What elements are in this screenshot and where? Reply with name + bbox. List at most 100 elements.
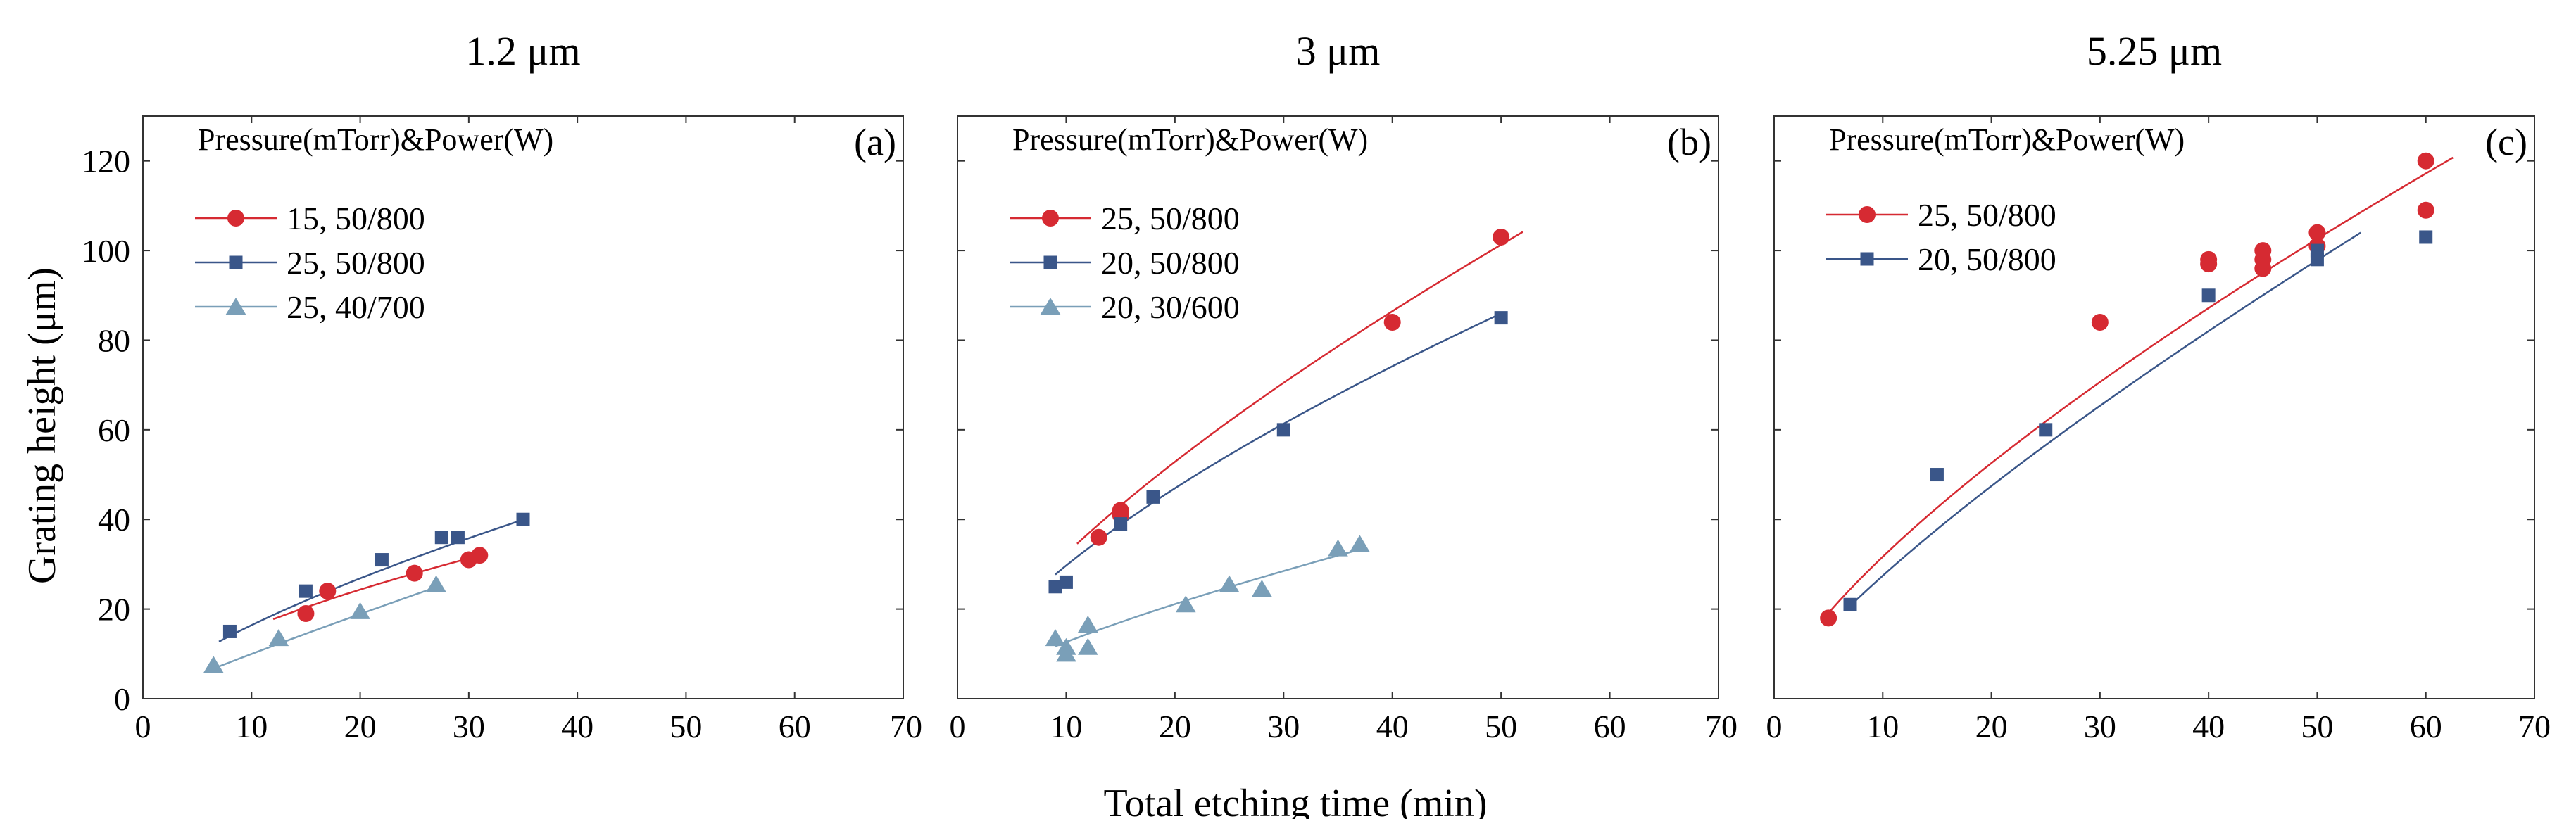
legend-label: 20, 50/800: [1918, 241, 2056, 277]
legend-title: Pressure(mTorr)&Power(W): [1829, 122, 2185, 157]
x-tick-label: 50: [2301, 709, 2333, 744]
panel-label: (a): [854, 121, 896, 163]
data-point-series-2: [1494, 311, 1508, 325]
legend-marker: [1860, 252, 1874, 266]
y-tick-label: 120: [82, 144, 130, 179]
x-tick-label: 40: [561, 709, 593, 744]
data-point-series-2: [434, 531, 448, 545]
fit-curve-3: [1055, 548, 1360, 647]
data-point-series-1: [1112, 502, 1129, 519]
data-point-series-2: [516, 512, 530, 526]
x-tick-label: 30: [1267, 709, 1300, 744]
panel-label: (b): [1667, 121, 1711, 163]
x-tick-label: 60: [779, 709, 811, 744]
data-point-series-2: [1930, 468, 1944, 482]
data-point-series-2: [1146, 490, 1160, 504]
legend-label: 25, 40/700: [287, 289, 425, 325]
legend-label: 25, 50/800: [287, 245, 425, 281]
fit-curve-2: [218, 519, 524, 643]
legend-title: Pressure(mTorr)&Power(W): [198, 122, 553, 157]
data-point-series-1: [471, 547, 489, 564]
y-tick-label: 80: [98, 322, 130, 358]
data-point-series-3: [426, 575, 446, 592]
legend-marker: [227, 210, 244, 227]
x-tick-label: 10: [235, 709, 268, 744]
data-point-series-2: [1048, 580, 1062, 594]
fit-curve-2: [1055, 312, 1502, 576]
data-point-series-3: [1176, 595, 1196, 613]
panel-b: 3 μm (b) 0 10 20 30 40 50 60 70 Pressure(mTorr)&Po…: [950, 28, 1738, 744]
x-tick-label: 30: [2084, 709, 2116, 744]
panel-label: (c): [2485, 121, 2527, 163]
data-point-series-3: [1219, 575, 1240, 592]
x-tick-label: 10: [1050, 709, 1082, 744]
plot-frame: [1773, 115, 2535, 699]
x-tick-label: 70: [890, 709, 922, 744]
x-tick-label: 0: [950, 709, 966, 744]
x-tick-label: 40: [2192, 709, 2225, 744]
fit-curve-2: [1849, 231, 2361, 607]
x-tick-label: 10: [1866, 709, 1899, 744]
data-point-series-1: [406, 564, 423, 582]
x-tick-label: 40: [1376, 709, 1409, 744]
legend-marker: [1042, 210, 1059, 227]
data-point-series-3: [268, 629, 289, 647]
x-tick-label: 30: [453, 709, 485, 744]
fit-curve-1: [1828, 156, 2454, 614]
data-point-series-3: [350, 602, 370, 619]
legend-marker: [1043, 255, 1057, 269]
data-point-series-1: [319, 583, 337, 600]
data-point-series-3: [1328, 539, 1348, 557]
y-tick-label: 0: [114, 681, 130, 717]
fit-curve-3: [213, 586, 437, 670]
x-tick-label: 50: [670, 709, 702, 744]
data-point-series-2: [1276, 423, 1290, 437]
y-tick-label: 60: [98, 412, 130, 448]
panel-c: 5.25 μm (c) 0 10 20 30 40 50 60 70 Pressure(mTorr)…: [1766, 28, 2551, 744]
data-point-series-3: [203, 656, 224, 673]
y-tick-label: 100: [82, 233, 130, 269]
data-point-series-1: [2417, 152, 2434, 170]
plot-frame: [142, 115, 904, 699]
x-tick-label: 20: [344, 709, 377, 744]
data-point-series-1: [2091, 313, 2109, 331]
y-tick-label: 40: [98, 502, 130, 538]
x-tick-label: 50: [1485, 709, 1517, 744]
data-point-series-2: [1114, 517, 1128, 531]
data-point-series-3: [1350, 535, 1370, 552]
x-tick-label: 0: [1766, 709, 1783, 744]
panel-a: 1.2 μm (a) 0 10 20 30 40 50 60 70 0 20 40 60 80 100 120 P…: [82, 28, 922, 744]
x-tick-label: 20: [1159, 709, 1191, 744]
data-point-series-2: [2201, 288, 2216, 303]
panel-title: 3 μm: [1296, 28, 1381, 74]
x-tick-label: 60: [1594, 709, 1626, 744]
data-point-series-1: [2200, 250, 2218, 268]
data-point-series-1: [2417, 201, 2434, 219]
fit-curve-1: [1076, 231, 1523, 545]
legend-marker: [225, 298, 246, 315]
data-point-series-2: [1059, 575, 1073, 589]
y-tick-label: 20: [98, 592, 130, 628]
legend-label: 25, 50/800: [1918, 197, 2056, 233]
x-tick-label: 20: [1975, 709, 2008, 744]
x-tick-label: 70: [1705, 709, 1738, 744]
data-point-series-2: [1843, 597, 1857, 611]
legend-label: 20, 50/800: [1101, 245, 1240, 281]
data-point-series-1: [297, 604, 315, 622]
legend-title: Pressure(mTorr)&Power(W): [1012, 122, 1368, 157]
legend-marker: [1859, 206, 1876, 223]
legend-marker: [229, 255, 243, 269]
data-point-series-2: [375, 553, 389, 567]
data-point-series-1: [2308, 224, 2326, 241]
data-point-series-1: [1383, 313, 1401, 331]
x-tick-label: 0: [135, 709, 151, 744]
data-point-series-1: [1820, 609, 1837, 627]
data-point-series-1: [1090, 528, 1107, 546]
legend-label: 15, 50/800: [287, 201, 425, 236]
legend-marker: [1040, 298, 1061, 315]
panel-title: 1.2 μm: [465, 28, 580, 74]
plot-frame: [957, 115, 1719, 699]
data-point-series-3: [1056, 645, 1076, 662]
data-point-series-1: [2254, 242, 2272, 260]
